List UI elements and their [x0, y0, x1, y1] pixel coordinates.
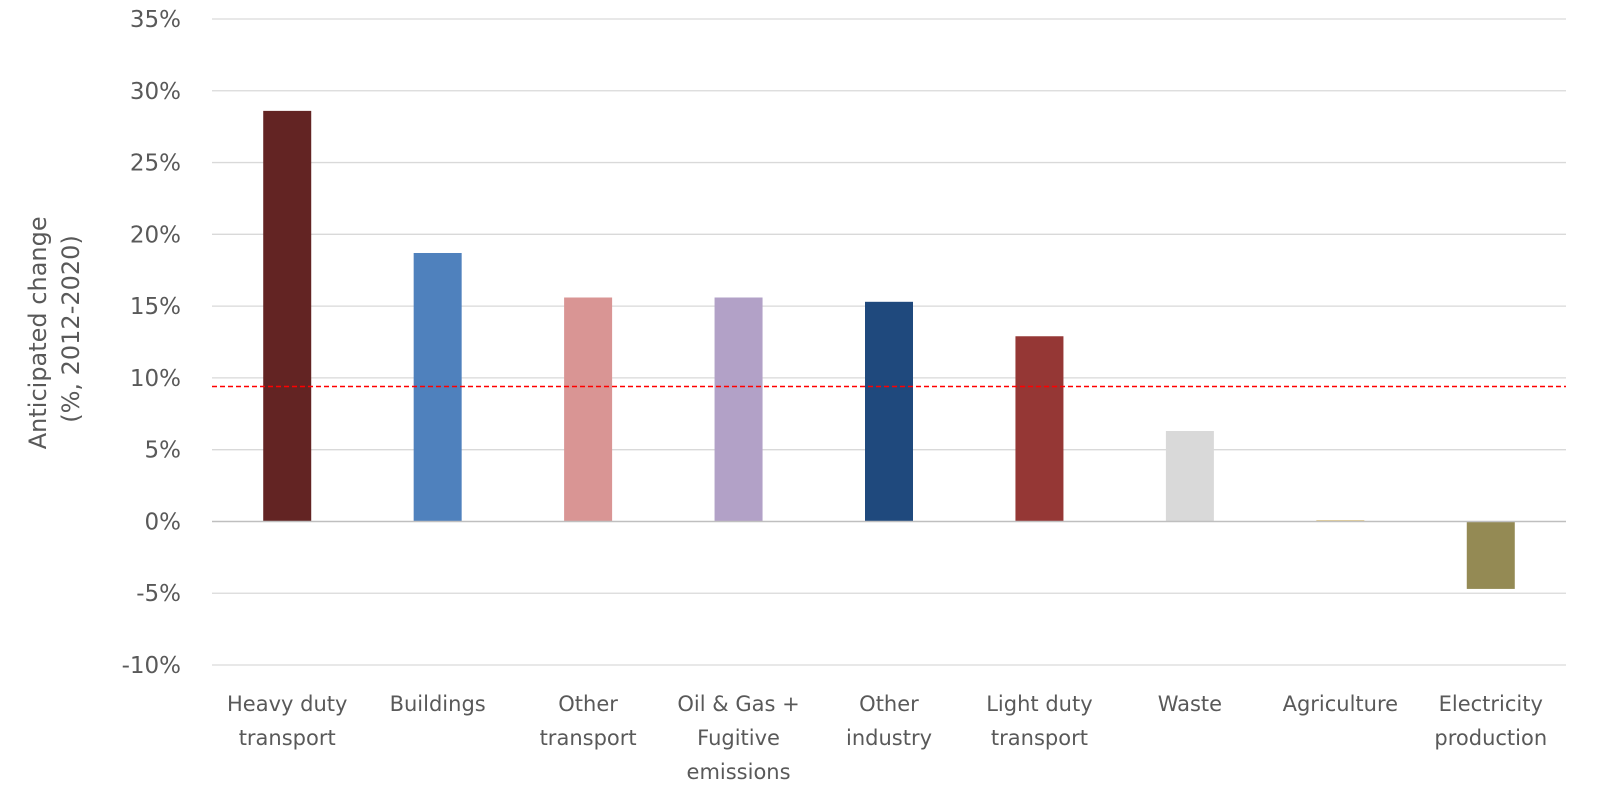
x-tick-label: Other: [859, 692, 919, 716]
y-tick-label: 25%: [130, 151, 181, 177]
x-tick-label: Light duty: [986, 692, 1092, 716]
y-tick-label: 10%: [130, 366, 181, 392]
x-tick-label: transport: [991, 726, 1088, 750]
x-tick-label: transport: [239, 726, 336, 750]
bars: [263, 110, 1515, 589]
y-axis-label: Anticipated change (%, 2012-2020): [24, 209, 85, 450]
y-tick-label: 30%: [130, 79, 181, 105]
bar: [1015, 336, 1064, 522]
x-tick-label: Fugitive: [697, 726, 780, 750]
y-tick-label: 35%: [130, 7, 181, 33]
y-tick-label: -5%: [136, 581, 181, 607]
x-tick-label: Waste: [1158, 692, 1222, 716]
x-tick-label: industry: [846, 726, 932, 750]
bar: [1466, 521, 1515, 589]
y-axis-label-line-1: Anticipated change: [24, 216, 52, 449]
x-tick-label: production: [1434, 726, 1547, 750]
x-tick-label: Heavy duty: [227, 692, 347, 716]
bar: [714, 297, 763, 522]
x-axis-tick-labels: Heavy duty transport Buildings Other transpo…: [227, 692, 1547, 784]
bar: [564, 297, 613, 522]
x-tick-label: emissions: [687, 760, 791, 784]
bar: [263, 110, 312, 522]
y-tick-label: 5%: [145, 438, 182, 464]
y-tick-label: 15%: [130, 294, 181, 320]
y-tick-label: 20%: [130, 222, 181, 248]
bar: [865, 301, 913, 522]
x-tick-label: transport: [540, 726, 637, 750]
y-tick-label: -10%: [122, 653, 181, 679]
y-tick-label: 0%: [145, 509, 182, 535]
x-tick-label: Other: [558, 692, 618, 716]
x-tick-label: Agriculture: [1283, 692, 1399, 716]
bar: [1165, 431, 1214, 522]
y-axis-label-line-2: (%, 2012-2020): [57, 235, 85, 423]
x-tick-label: Buildings: [390, 692, 486, 716]
y-axis-tick-labels: 35% 30% 25% 20% 15% 10% 5% 0% -5% -10%: [122, 7, 181, 679]
x-tick-label: Oil & Gas +: [677, 692, 799, 716]
x-tick-label: Electricity: [1439, 692, 1543, 716]
